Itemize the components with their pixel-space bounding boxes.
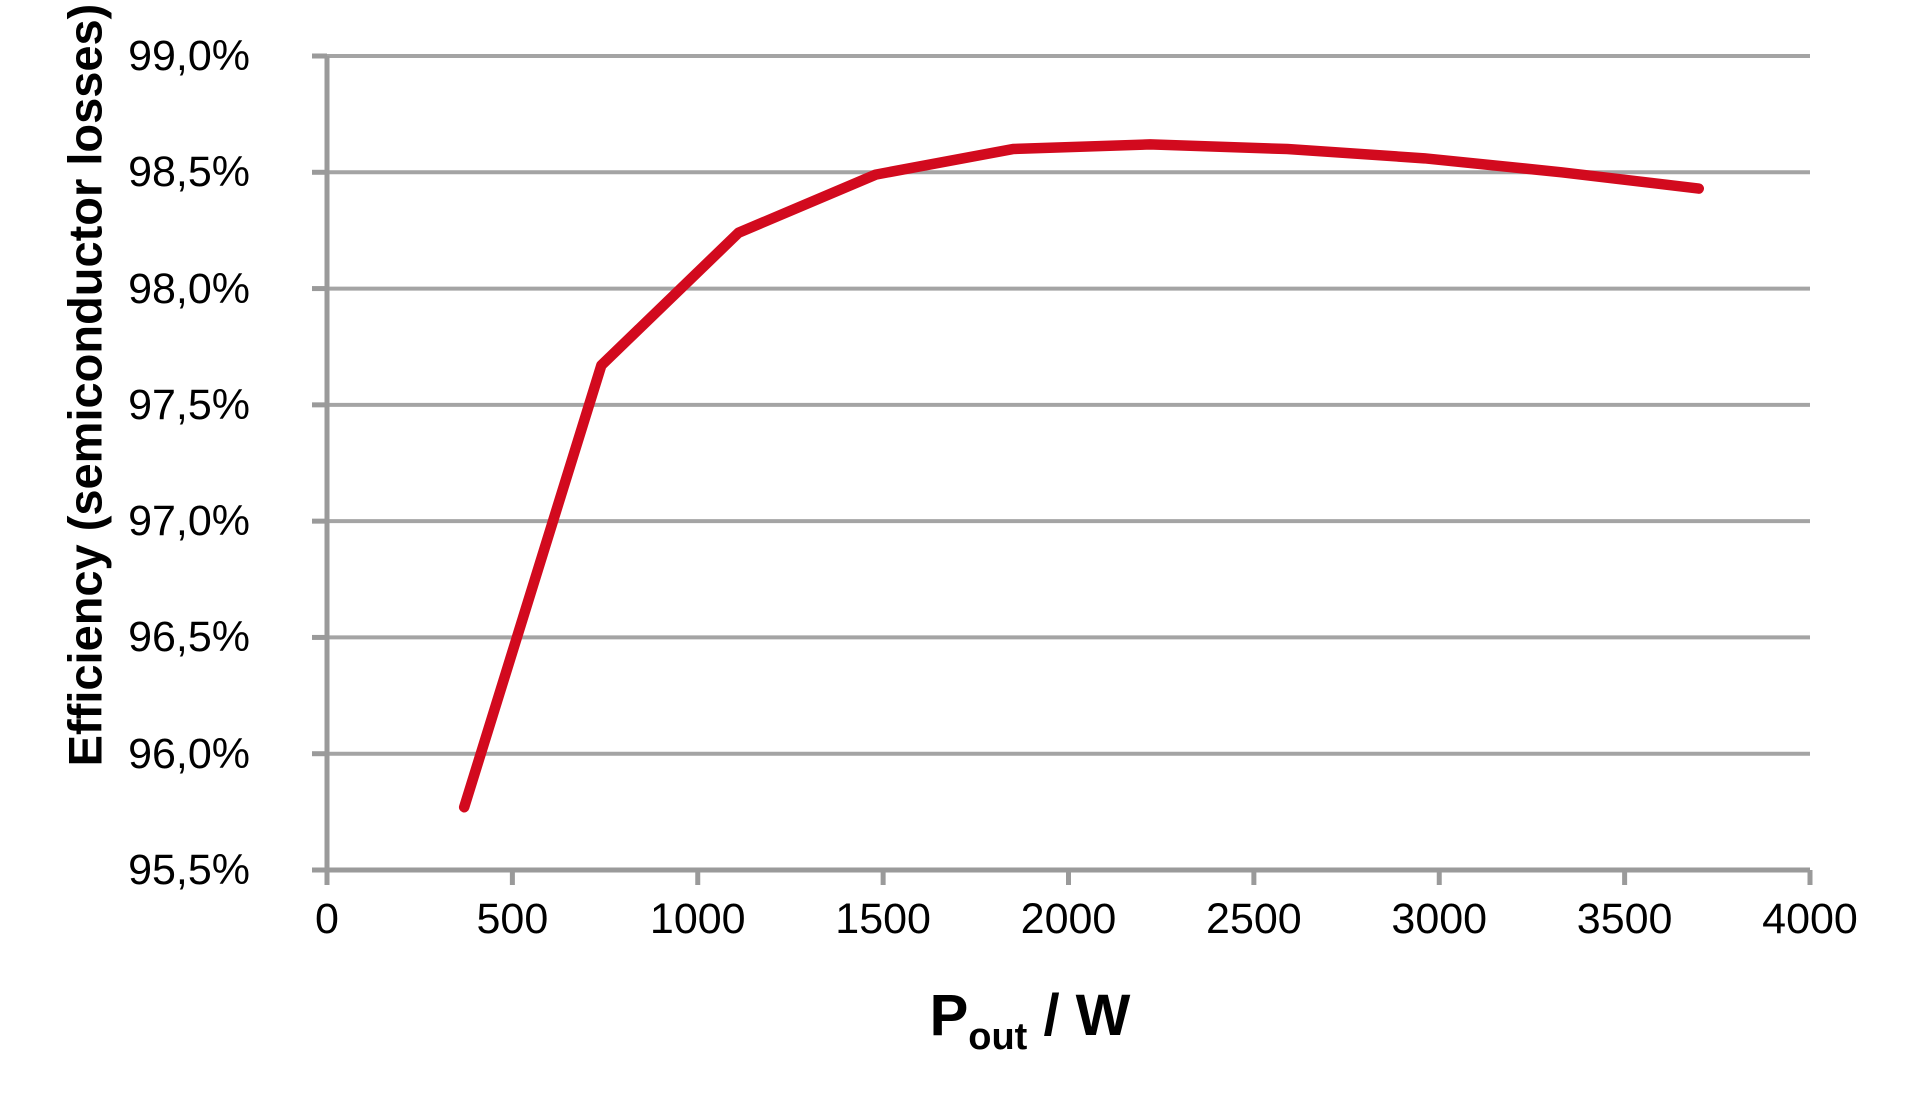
efficiency-curve [458,139,1705,813]
y-tick-label: 96,5% [128,613,250,662]
y-tick-label: 98,5% [128,148,250,197]
y-tick-label: 96,0% [128,729,250,778]
x-tick-label: 1000 [649,895,746,943]
y-tick-label: 95,5% [128,846,250,894]
x-tick-label: 3000 [1391,895,1488,943]
y-tick-label: 97,0% [128,497,250,546]
x-axis-title-subscript: out [968,1016,1028,1058]
x-tick-label: 3500 [1576,895,1673,943]
x-axis-title-base: P [929,983,969,1048]
y-tick-label: 97,5% [128,380,250,429]
x-axis-title: Pout / W [930,982,1131,1059]
x-tick-label: 0 [315,895,339,943]
x-axis-title-suffix: / W [1027,983,1131,1048]
x-tick-label: 500 [476,895,549,943]
x-tick-label: 2000 [1020,895,1117,943]
y-tick-label: 98,0% [128,264,250,313]
x-tick-label: 4000 [1762,895,1858,943]
y-tick-label: 99,0% [128,32,250,80]
x-tick-label: 1500 [835,895,931,943]
x-tick-label: 2500 [1206,895,1302,943]
